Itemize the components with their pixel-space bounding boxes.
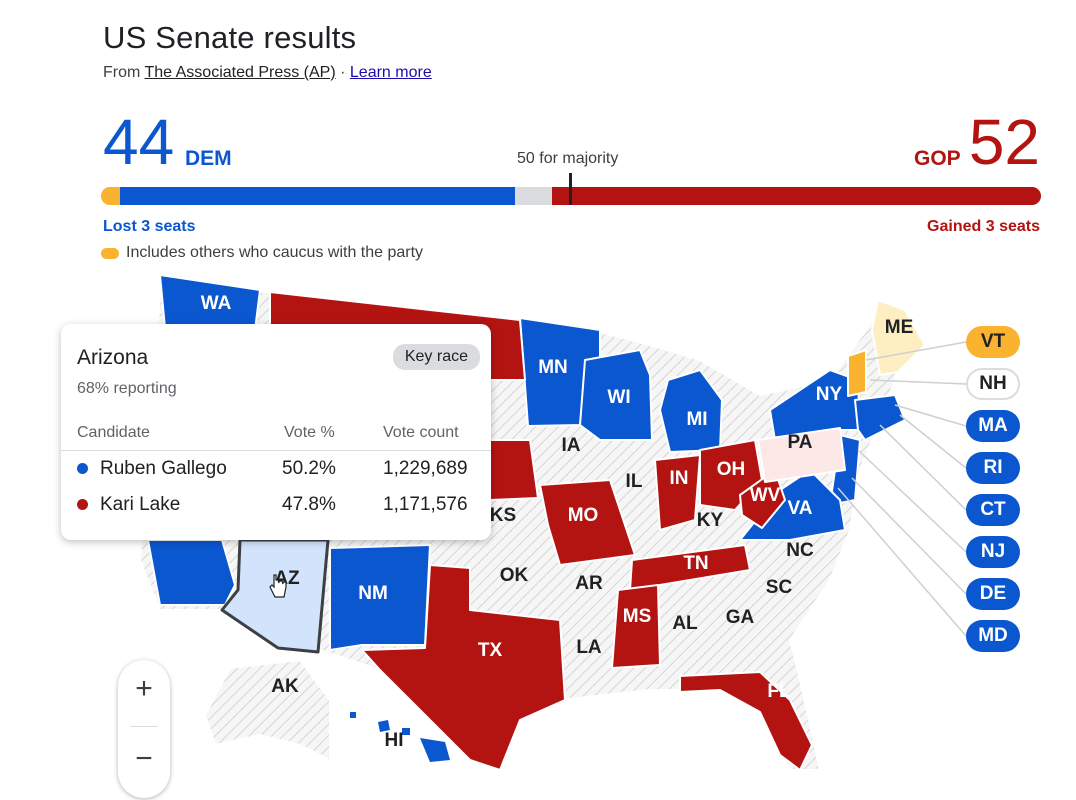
candidate-pct: 50.2% xyxy=(282,458,336,479)
tooltip-divider xyxy=(61,450,491,451)
zoom-out-button[interactable]: − xyxy=(135,742,153,775)
chip-leader-lines xyxy=(837,341,967,637)
label-nm: NM xyxy=(358,583,388,604)
candidate-name: Kari Lake xyxy=(100,494,181,515)
state-ms[interactable] xyxy=(611,584,661,669)
source-separator: · xyxy=(340,64,346,81)
seat-bar-dem xyxy=(119,187,515,205)
state-new-england-dem xyxy=(854,394,906,441)
label-nc: NC xyxy=(786,540,814,561)
state-chip-vt[interactable]: VT xyxy=(966,326,1020,358)
seat-bar-undecided xyxy=(514,187,553,205)
majority-label: 50 for majority xyxy=(517,150,619,167)
label-pa: PA xyxy=(788,432,813,453)
state-mo[interactable] xyxy=(539,479,636,566)
candidate-pct: 47.8% xyxy=(282,494,336,515)
candidate-name: Ruben Gallego xyxy=(100,458,227,479)
label-tn: TN xyxy=(683,553,708,574)
state-tx[interactable] xyxy=(361,564,566,771)
gop-change: Gained 3 seats xyxy=(927,218,1040,235)
state-chip-de[interactable]: DE xyxy=(966,578,1020,610)
gop-label: GOP xyxy=(914,147,961,170)
source-line: From The Associated Press (AP) · Learn m… xyxy=(103,64,432,82)
label-mi: MI xyxy=(686,409,707,430)
label-tx: TX xyxy=(478,640,503,661)
learn-more-link[interactable]: Learn more xyxy=(349,64,432,81)
col-candidate: Candidate xyxy=(77,424,150,441)
label-ky: KY xyxy=(697,510,724,531)
caucus-swatch xyxy=(101,247,119,259)
candidate-count: 1,229,689 xyxy=(383,458,468,479)
candidate-dot xyxy=(77,499,88,510)
seat-bar-gop xyxy=(552,187,1041,205)
majority-marker xyxy=(569,173,572,205)
state-ca[interactable] xyxy=(147,539,236,606)
zoom-divider xyxy=(130,726,158,727)
label-wa: WA xyxy=(201,293,232,314)
caucus-note-text: Includes others who caucus with the part… xyxy=(126,244,424,261)
label-me: ME xyxy=(885,317,914,338)
label-ks: KS xyxy=(490,505,516,526)
label-ar: AR xyxy=(575,573,603,594)
label-ny: NY xyxy=(816,384,843,405)
seat-bar-dem-other xyxy=(101,187,120,205)
state-chip-nh[interactable]: NH xyxy=(966,368,1020,400)
state-vt[interactable] xyxy=(847,349,867,397)
state-hi[interactable] xyxy=(350,712,450,762)
candidate-dot xyxy=(77,463,88,474)
state-wi[interactable] xyxy=(579,349,653,441)
col-vote-pct: Vote % xyxy=(284,424,335,441)
map-alaska xyxy=(204,659,331,761)
zoom-control: + − xyxy=(118,660,170,798)
state-chip-ri[interactable]: RI xyxy=(966,452,1020,484)
label-ok: OK xyxy=(500,565,529,586)
tooltip-state-name: Arizona xyxy=(77,346,149,369)
state-ne[interactable] xyxy=(489,439,539,501)
label-oh: OH xyxy=(717,459,746,480)
state-nm[interactable] xyxy=(329,544,431,651)
label-il: IL xyxy=(626,471,643,492)
state-chip-nj[interactable]: NJ xyxy=(966,536,1020,568)
label-ms: MS xyxy=(623,606,652,627)
source-prefix: From xyxy=(103,64,141,81)
label-ga: GA xyxy=(726,607,755,628)
caucus-note: Includes others who caucus with the part… xyxy=(101,244,423,262)
state-chip-ct[interactable]: CT xyxy=(966,494,1020,526)
state-fl[interactable] xyxy=(679,671,813,771)
zoom-in-button[interactable]: + xyxy=(135,672,153,705)
col-vote-count: Vote count xyxy=(383,424,459,441)
state-chip-ma[interactable]: MA xyxy=(966,410,1020,442)
tooltip-reporting: 68% reporting xyxy=(77,380,177,397)
state-pa[interactable] xyxy=(757,427,846,483)
dem-change: Lost 3 seats xyxy=(103,218,196,235)
ap-link[interactable]: The Associated Press (AP) xyxy=(144,64,336,81)
candidate-count: 1,171,576 xyxy=(383,494,468,515)
label-hi: HI xyxy=(385,730,404,751)
state-tooltip-card: Arizona Key race 68% reporting Candidate… xyxy=(61,324,491,540)
label-mo: MO xyxy=(568,505,599,526)
label-sc: SC xyxy=(766,577,793,598)
dem-label: DEM xyxy=(185,147,232,170)
dem-seat-count: 44 xyxy=(103,106,175,178)
state-in[interactable] xyxy=(654,454,701,531)
label-mn: MN xyxy=(538,357,568,378)
state-tn[interactable] xyxy=(629,544,751,591)
label-al: AL xyxy=(672,613,698,634)
label-in: IN xyxy=(670,468,689,489)
hand-cursor-icon xyxy=(269,574,287,598)
label-va: VA xyxy=(788,498,813,519)
key-race-badge: Key race xyxy=(392,344,480,370)
gop-seat-count: 52 xyxy=(968,106,1040,178)
label-wv: WV xyxy=(750,485,781,506)
state-chip-md[interactable]: MD xyxy=(966,620,1020,652)
label-ia: IA xyxy=(562,435,581,456)
label-fl: FL xyxy=(767,681,791,702)
label-la: LA xyxy=(576,637,602,658)
label-ak: AK xyxy=(271,676,299,697)
page-title: US Senate results xyxy=(103,20,357,55)
label-wi: WI xyxy=(607,387,630,408)
state-labels: WA ME MN WI MI NY IA PA IL IN OH WV KS M… xyxy=(201,293,914,751)
